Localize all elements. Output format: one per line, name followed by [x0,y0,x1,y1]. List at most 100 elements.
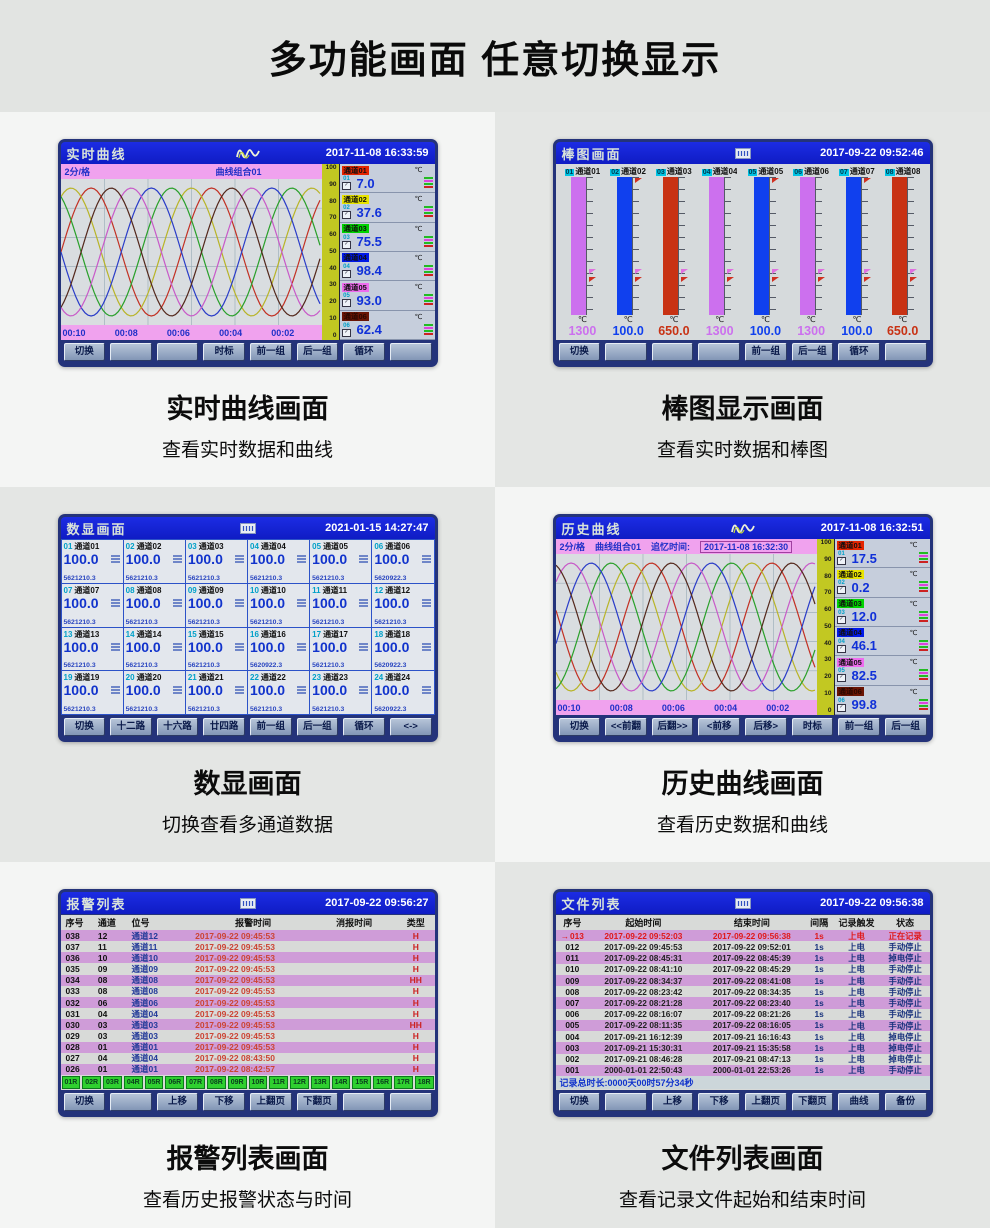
softkey-button[interactable]: 时标 [791,718,834,736]
softkey-button[interactable]: 切换 [63,343,106,361]
digital-cell[interactable]: 02 通道02 100.0 5621210.3 [123,540,185,583]
checkbox-icon[interactable]: ✓ [342,211,351,220]
relay-tab[interactable]: 09R [227,1076,247,1089]
relay-tab[interactable]: 10R [248,1076,268,1089]
digital-cell[interactable]: 21 通道21 100.0 5621210.3 [185,671,247,714]
alarm-row[interactable]: 027 04 通道04 2017-09-22 08:43:50 H [60,1052,435,1064]
relay-tab[interactable]: 14R [331,1076,351,1089]
alarm-row[interactable]: 034 08 通道08 2017-09-22 09:45:53 HH [60,974,435,986]
softkey-button[interactable]: 上翻页 [745,1093,787,1111]
file-row[interactable]: 001 2000-01-01 22:50:43 2000-01-01 22:53:2… [555,1064,930,1077]
file-row[interactable]: 011 2017-09-22 08:45:31 2017-09-22 08:45:3… [555,952,930,964]
softkey-button[interactable]: 前一组 [250,343,292,361]
recall-time-field[interactable]: 2017-11-08 16:32:30 [700,540,793,553]
softkey-button[interactable]: 前一组 [745,343,787,361]
digital-cell[interactable]: 23 通道23 100.0 5621210.3 [310,671,372,714]
digital-cell[interactable]: 09 通道09 100.0 5621210.3 [185,583,247,627]
relay-tab[interactable]: 15R [352,1076,372,1089]
softkey-button[interactable]: 循环 [343,343,385,361]
checkbox-icon[interactable]: ✓ [837,615,846,624]
softkey-button[interactable]: 循环 [343,718,385,736]
softkey-button[interactable]: 十六路 [156,718,199,736]
softkey-button[interactable]: 下移 [203,1093,245,1111]
softkey-button[interactable]: <前移 [698,718,740,736]
softkey-button[interactable]: 上移 [651,1093,694,1111]
file-row[interactable]: →013 2017-09-22 09:52:03 2017-09-22 09:56:… [555,930,930,942]
softkey-button[interactable] [884,343,927,361]
softkey-button[interactable] [110,343,152,361]
softkey-button[interactable]: 后翻>> [651,718,694,736]
softkey-button[interactable] [698,343,740,361]
softkey-button[interactable]: 上移 [156,1093,199,1111]
softkey-button[interactable]: 切换 [558,343,601,361]
relay-tab[interactable]: 01R [61,1076,81,1089]
relay-tab[interactable]: 02R [82,1076,102,1089]
relay-tab[interactable]: 17R [394,1076,413,1089]
softkey-button[interactable]: 后一组 [296,718,339,736]
digital-cell[interactable]: 19 通道19 100.0 5621210.3 [61,671,123,714]
relay-tab[interactable]: 03R [103,1076,122,1089]
file-row[interactable]: 004 2017-09-21 16:12:39 2017-09-21 16:16:4… [555,1031,930,1043]
digital-cell[interactable]: 05 通道05 100.0 5621210.3 [310,540,372,583]
digital-cell[interactable]: 14 通道14 100.0 5621210.3 [123,627,185,671]
digital-cell[interactable]: 17 通道17 100.0 5621210.3 [310,627,372,671]
relay-tab[interactable]: 04R [123,1076,143,1089]
digital-cell[interactable]: 03 通道03 100.0 5621210.3 [185,540,247,583]
alarm-row[interactable]: 030 03 通道03 2017-09-22 09:45:53 HH [60,1019,435,1031]
softkey-button[interactable] [156,343,199,361]
digital-cell[interactable]: 10 通道10 100.0 5621210.3 [248,583,310,627]
digital-cell[interactable]: 06 通道06 100.0 5620922.3 [372,540,434,583]
softkey-button[interactable]: 切换 [63,718,106,736]
alarm-row[interactable]: 035 09 通道09 2017-09-22 09:45:53 H [60,963,435,975]
checkbox-icon[interactable]: ✓ [837,644,846,653]
softkey-button[interactable]: <-> [389,718,432,736]
softkey-button[interactable] [389,343,432,361]
alarm-row[interactable]: 031 04 通道04 2017-09-22 09:45:53 H [60,1008,435,1020]
alarm-row[interactable]: 036 10 通道10 2017-09-22 09:45:53 H [60,952,435,964]
checkbox-icon[interactable]: ✓ [342,182,351,190]
digital-cell[interactable]: 18 通道18 100.0 5620922.3 [372,627,434,671]
file-row[interactable]: 007 2017-09-22 08:21:28 2017-09-22 08:23:4… [555,997,930,1009]
checkbox-icon[interactable]: ✓ [342,269,351,278]
softkey-button[interactable] [343,1093,385,1111]
softkey-button[interactable]: 下移 [698,1093,740,1111]
checkbox-icon[interactable]: ✓ [342,328,351,337]
softkey-button[interactable]: 前一组 [838,718,880,736]
checkbox-icon[interactable]: ✓ [837,674,846,683]
softkey-button[interactable]: 下翻页 [296,1093,339,1111]
digital-cell[interactable]: 22 通道22 100.0 5621210.3 [248,671,310,714]
digital-cell[interactable]: 12 通道12 100.0 5621210.3 [372,583,434,627]
file-row[interactable]: 006 2017-09-22 08:16:07 2017-09-22 08:21:2… [555,1008,930,1020]
checkbox-icon[interactable]: ✓ [837,586,846,595]
alarm-row[interactable]: 033 08 通道08 2017-09-22 09:45:53 H [60,985,435,997]
relay-tab[interactable]: 05R [144,1076,164,1089]
softkey-button[interactable] [110,1093,152,1111]
alarm-row[interactable]: 037 11 通道11 2017-09-22 09:45:53 H [60,941,435,953]
file-row[interactable]: 003 2017-09-21 15:30:31 2017-09-21 15:35:5… [555,1042,930,1054]
softkey-button[interactable]: 后移> [745,718,787,736]
checkbox-icon[interactable]: ✓ [342,240,351,249]
digital-cell[interactable]: 07 通道07 100.0 5621210.3 [61,583,123,627]
softkey-button[interactable]: 下翻页 [791,1093,834,1111]
softkey-button[interactable] [605,1093,647,1111]
digital-cell[interactable]: 01 通道01 100.0 5621210.3 [61,540,123,583]
softkey-button[interactable]: <<前翻 [605,718,647,736]
alarm-row[interactable]: 026 01 通道01 2017-09-22 08:42:57 H [60,1063,435,1076]
softkey-button[interactable]: 后一组 [296,343,339,361]
relay-tab[interactable]: 06R [165,1076,185,1089]
alarm-row[interactable]: 029 03 通道03 2017-09-22 09:45:53 H [60,1030,435,1042]
softkey-button[interactable]: 曲线 [838,1093,880,1111]
softkey-button[interactable]: 切换 [558,718,601,736]
file-row[interactable]: 010 2017-09-22 08:41:10 2017-09-22 08:45:2… [555,963,930,975]
softkey-button[interactable]: 时标 [203,343,245,361]
file-row[interactable]: 009 2017-09-22 08:34:37 2017-09-22 08:41:0… [555,974,930,987]
alarm-row[interactable]: 028 01 通道01 2017-09-22 09:45:53 H [60,1041,435,1053]
softkey-button[interactable] [651,343,694,361]
softkey-button[interactable]: 后一组 [884,718,927,736]
relay-tab[interactable]: 08R [206,1076,226,1089]
relay-tab[interactable]: 13R [310,1076,330,1089]
softkey-button[interactable]: 切换 [63,1093,106,1111]
alarm-row[interactable]: 038 12 通道12 2017-09-22 09:45:53 H [60,930,435,942]
checkbox-icon[interactable]: ✓ [342,299,351,308]
softkey-button[interactable]: 切换 [558,1093,601,1111]
